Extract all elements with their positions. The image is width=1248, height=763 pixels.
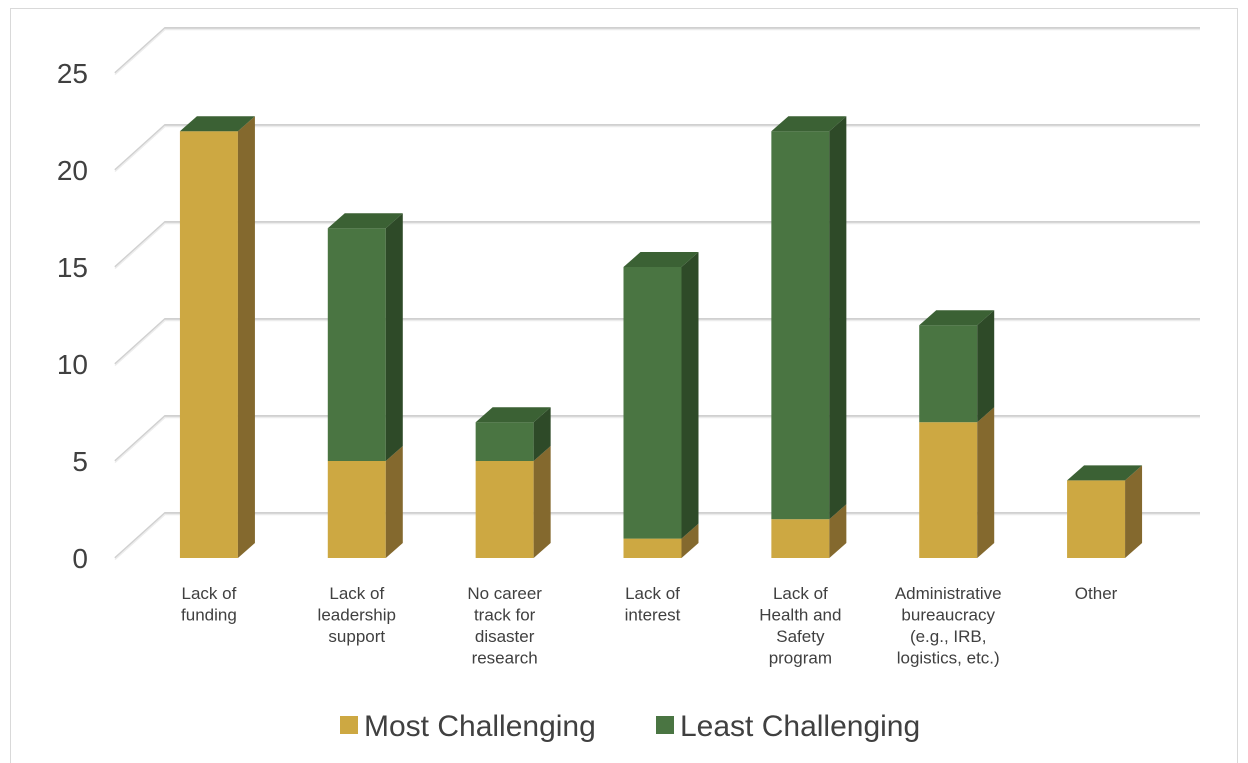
y-tick-label: 20 (57, 155, 88, 186)
x-tick-label-line: program (769, 649, 832, 668)
x-tick-label: Lack of interest (625, 584, 681, 625)
chart-frame (10, 8, 1238, 763)
bar-most-challenging-side (977, 407, 995, 558)
x-tick-label-line: Safety (776, 627, 825, 646)
bar-top-cap (179, 116, 255, 132)
bar-most-challenging-front (919, 422, 978, 558)
bar-most-challenging-front (475, 461, 534, 558)
gridline-shadow-4 (114, 125, 1200, 173)
bar-least-challenging-front (475, 422, 534, 461)
bar-least-challenging-side (977, 310, 995, 423)
x-tick-label-line: Lack of (182, 584, 237, 603)
y-tick-label: 5 (72, 446, 88, 477)
bar-least-challenging-side (681, 252, 699, 539)
bar-top-cap (771, 116, 847, 132)
x-tick-label-line: bureaucracy (901, 606, 995, 625)
bar-most-challenging-side (533, 446, 551, 558)
gridline-shadow-5 (114, 28, 1200, 76)
bar-least-challenging-front (327, 228, 386, 461)
x-tick-label: Lack of funding (181, 584, 237, 625)
x-tick-label-line: Administrative (895, 584, 1002, 603)
x-tick-label: Lack of Health and Safety program (759, 584, 841, 668)
bar-most-challenging-front (179, 131, 238, 558)
gridline-shadow-2 (114, 319, 1200, 367)
y-tick-label: 0 (72, 543, 88, 574)
legend-label-least-challenging: Least Challenging (680, 710, 920, 743)
x-tick-label-line: leadership (318, 606, 396, 625)
x-tick-label-line: track for (474, 606, 536, 625)
x-tick-label-line: Lack of (329, 584, 384, 603)
x-tick-label-line: interest (625, 606, 681, 625)
legend-swatch-most-challenging (340, 716, 358, 734)
x-tick-label-line: Lack of (773, 584, 828, 603)
x-tick-label-line: funding (181, 606, 237, 625)
bar-least-challenging-front (623, 267, 682, 539)
bar-most-challenging-side (681, 523, 699, 558)
bar-least-challenging-side (533, 407, 551, 461)
bar-most-challenging-front (1067, 480, 1126, 558)
x-tick-label-line: logistics, etc.) (897, 649, 1000, 668)
gridline-1 (114, 415, 1200, 462)
bar-least-challenging-side (385, 213, 403, 461)
x-tick-label: Lack of leadership support (318, 584, 396, 646)
bar-most-challenging-front (327, 461, 386, 558)
x-tick-label-line: research (472, 649, 538, 668)
bar-least-challenging-front (771, 131, 830, 520)
x-tick-label-line: Health and (759, 606, 841, 625)
x-tick-label-line: support (328, 627, 385, 646)
legend-swatch-least-challenging (656, 716, 674, 734)
x-tick-label-line: disaster (475, 627, 535, 646)
bar-most-challenging-front (771, 519, 830, 558)
gridline-shadow-3 (114, 222, 1200, 270)
y-tick-label: 10 (57, 349, 88, 380)
gridline-4 (114, 124, 1200, 171)
bar-top-cap (475, 407, 551, 423)
x-tick-label-line: Other (1075, 584, 1118, 603)
bar-least-challenging-front (919, 325, 978, 423)
bar-most-challenging-side (385, 446, 403, 558)
bar-top-cap (623, 252, 699, 267)
bar-most-challenging-front (623, 538, 682, 558)
x-tick-label: Other (1075, 584, 1118, 603)
bar-most-challenging-side (237, 116, 255, 558)
gridline-3 (114, 221, 1200, 268)
gridline-shadow-1 (114, 416, 1200, 464)
y-tick-label: 25 (57, 58, 88, 89)
bar-top-cap (1067, 465, 1143, 481)
x-tick-label-line: No career (467, 584, 542, 603)
bar-most-challenging-side (1125, 465, 1143, 558)
x-tick-label-line: (e.g., IRB, (910, 627, 987, 646)
gridline-2 (114, 318, 1200, 365)
legend-label-most-challenging: Most Challenging (364, 710, 596, 743)
bar-top-cap (919, 310, 995, 326)
x-tick-label-line: Lack of (625, 584, 680, 603)
bar-least-challenging-side (829, 116, 847, 520)
bar-most-challenging-side (829, 504, 847, 558)
gridline-5 (114, 27, 1200, 74)
bar-top-cap (327, 213, 403, 229)
x-tick-label: Administrative bureaucracy (e.g., IRB, logi… (895, 584, 1002, 668)
gridline-0 (114, 512, 1200, 559)
x-tick-label: No career track for disaster research (467, 584, 542, 668)
y-tick-label: 15 (57, 252, 88, 283)
gridline-shadow-0 (114, 513, 1200, 561)
